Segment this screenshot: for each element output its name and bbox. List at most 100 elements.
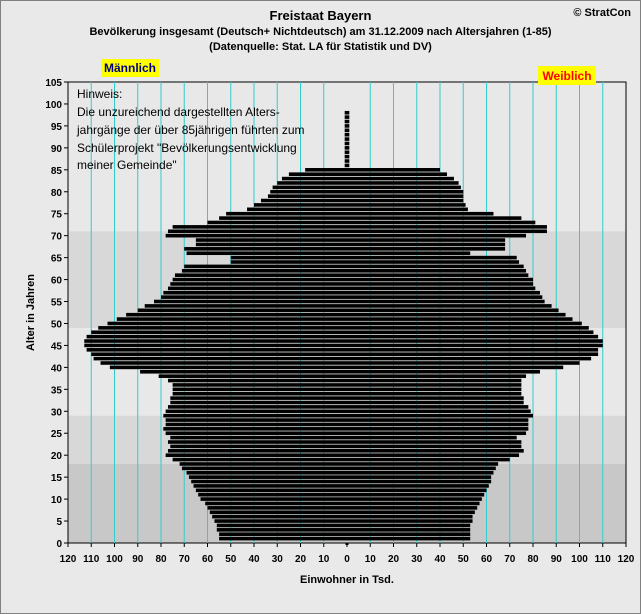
female-bar [347,216,522,220]
male-bar [170,396,347,400]
female-bar [347,251,471,256]
male-bar [344,115,347,119]
male-bar [216,523,347,528]
female-bar [347,479,492,484]
male-bar [107,321,348,326]
female-bar [347,260,520,264]
male-bar [163,413,347,418]
female-bar [347,475,492,479]
y-tick-label: 80 [51,188,63,199]
female-bar [347,497,482,501]
male-bar [86,348,347,352]
female-bar [347,378,522,383]
y-tick-label: 75 [51,210,63,221]
female-bar [347,409,531,414]
female-bar [347,321,582,326]
male-bar [186,470,347,475]
male-bar [163,290,347,295]
male-bar [161,295,347,299]
male-bar [344,137,347,141]
male-bar [344,128,347,133]
male-bar [167,440,347,444]
y-tick-label: 15 [51,473,63,484]
x-tick-label: 50 [225,554,237,565]
x-tick-label: 20 [388,554,400,565]
female-bar [347,374,527,378]
male-bar [167,286,347,291]
male-bar [247,207,347,212]
female-bar [347,150,350,155]
female-bar [347,172,447,177]
male-bar [91,330,347,335]
female-bar [347,334,599,339]
female-bars [347,110,603,541]
male-bar [93,356,347,361]
y-tick-label: 10 [51,495,63,506]
female-bar [347,220,536,225]
female-bar [347,427,529,431]
female-bar [347,277,533,282]
legend-male-label: Männlich [104,61,156,75]
male-bar [165,233,347,238]
x-tick-label: 100 [571,554,588,565]
male-bar [172,391,347,396]
x-tick-label: 90 [132,554,144,565]
y-tick-label: 95 [51,122,63,133]
male-bar [344,132,347,137]
female-bar [347,462,499,466]
note-line: meiner Gemeinde" [77,158,177,172]
y-tick-label: 0 [56,539,62,550]
female-bar [347,286,536,291]
female-bar [347,264,524,269]
female-bar [347,391,522,396]
male-bar [260,198,347,203]
male-bar [167,448,347,453]
female-bar [347,290,540,295]
male-bar [277,181,347,185]
female-bar [347,124,350,128]
male-bar [167,405,347,409]
male-bar [84,343,348,348]
x-tick-label: 100 [106,554,123,565]
female-bar [347,514,473,519]
female-bar [347,506,478,510]
female-bar [347,431,527,436]
male-bar [137,308,347,313]
y-axis-ticks: 0 5 10 15 20 25 30 35 40 45 50 55 60 65 70 75 80 85 90 95 10… [45,78,68,550]
male-bar [172,457,347,462]
male-bar [158,374,347,378]
male-bar [193,484,347,488]
male-bar [170,282,347,286]
male-bar [267,194,347,198]
female-bar [347,523,471,528]
female-bar [347,185,461,190]
female-bar [347,519,473,523]
female-bar [347,470,494,475]
gridlines [90,82,604,543]
y-tick-label: 30 [51,407,63,418]
female-bar [347,115,350,119]
female-bar [347,369,540,374]
female-bar [347,242,506,247]
female-bar [347,361,580,365]
female-bar [347,207,468,212]
female-bar [347,343,603,348]
male-bar [181,466,347,471]
female-bar [347,189,464,194]
male-bars [84,110,348,541]
male-bar [167,378,347,383]
female-bar [347,492,485,497]
y-tick-label: 100 [45,100,62,111]
female-bar [347,501,480,506]
female-bar [347,405,529,409]
female-bar [347,273,529,277]
male-bar [186,251,347,256]
female-bar [347,435,517,440]
female-bar [347,194,464,198]
chart-source: (Datenquelle: Stat. LA für Statistik und… [209,41,432,53]
male-bar [126,312,347,317]
male-bar [219,216,347,220]
x-tick-label: 10 [365,554,377,565]
male-bar [188,475,347,479]
male-bar [288,172,347,177]
